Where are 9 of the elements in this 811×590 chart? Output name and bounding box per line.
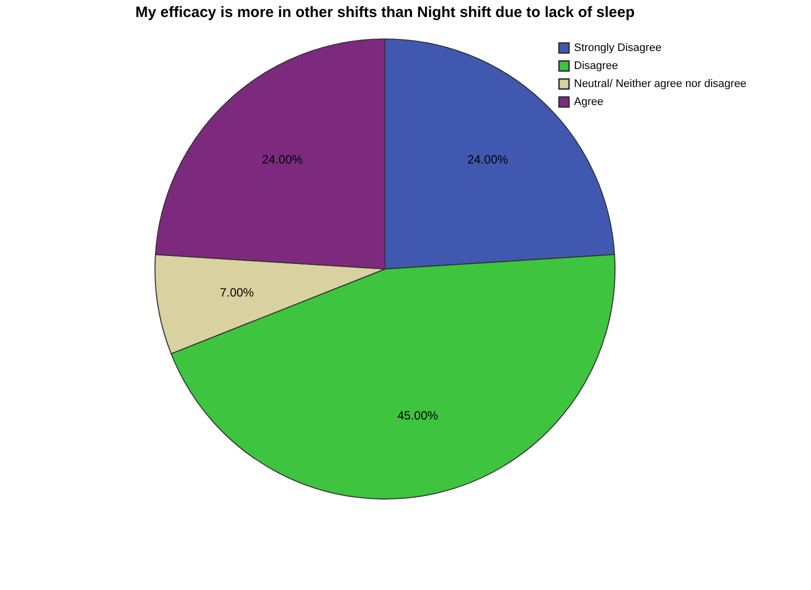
legend-label: Neutral/ Neither agree nor disagree	[574, 78, 746, 90]
chart-title: My efficacy is more in other shifts than Night shift due to lack of sleep	[135, 4, 635, 21]
data-label: 24.00%	[467, 152, 508, 167]
data-label: 7.00%	[220, 285, 254, 300]
data-label: 45.00%	[397, 408, 438, 422]
legend-label: Agree	[574, 96, 604, 108]
data-label: 24.00%	[262, 152, 303, 167]
legend-label: Strongly Disagree	[574, 42, 662, 54]
legend-label: Disagree	[574, 60, 618, 72]
